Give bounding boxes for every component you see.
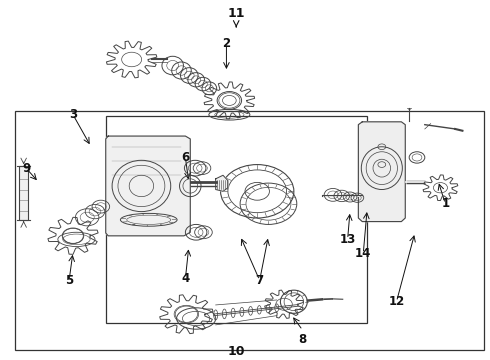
Text: 10: 10 — [227, 345, 245, 358]
Text: 3: 3 — [69, 108, 77, 121]
Text: 6: 6 — [181, 151, 190, 164]
Text: 13: 13 — [340, 233, 356, 246]
Text: 4: 4 — [181, 272, 190, 285]
Bar — [15, 111, 485, 350]
Text: 7: 7 — [256, 274, 264, 287]
Polygon shape — [106, 136, 190, 236]
Text: 2: 2 — [222, 37, 230, 50]
Text: 5: 5 — [65, 274, 73, 287]
Polygon shape — [216, 175, 228, 191]
Text: 12: 12 — [389, 295, 405, 308]
Text: 11: 11 — [227, 7, 245, 20]
Bar — [19, 166, 28, 220]
Polygon shape — [358, 122, 405, 222]
Bar — [106, 117, 367, 323]
Text: 8: 8 — [298, 333, 307, 346]
Text: 14: 14 — [355, 247, 371, 260]
Text: 1: 1 — [441, 197, 449, 210]
Text: 9: 9 — [22, 162, 30, 175]
